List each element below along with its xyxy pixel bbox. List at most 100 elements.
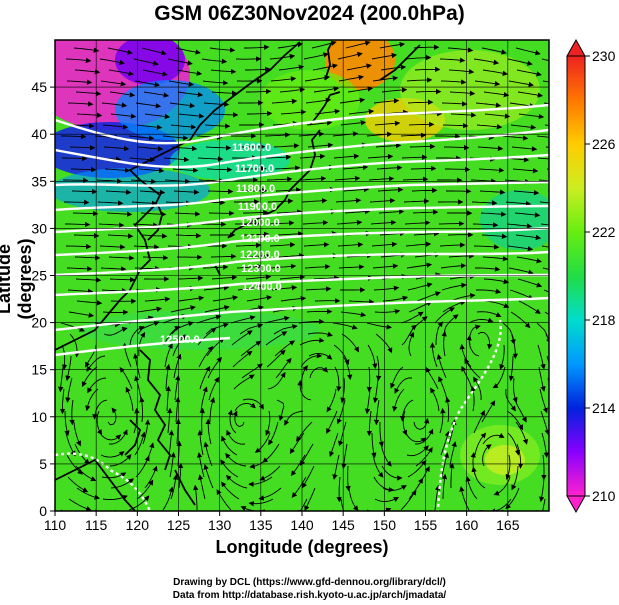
streamline [550, 422, 556, 446]
streamline [548, 507, 549, 511]
streamline [511, 465, 519, 491]
streamline [449, 441, 457, 467]
x-tick-label: 125 [167, 517, 191, 533]
streamline [425, 366, 439, 390]
streamline [493, 476, 511, 496]
streamline [133, 407, 140, 434]
streamline [313, 275, 340, 281]
streamline [541, 432, 549, 458]
streamline [333, 344, 350, 366]
streamline [508, 267, 534, 275]
streamline [169, 451, 176, 478]
streamline [96, 410, 103, 436]
streamline [203, 101, 230, 108]
streamline [265, 154, 292, 160]
streamline [301, 197, 328, 204]
streamline [205, 418, 212, 445]
streamline [144, 465, 158, 489]
streamline [484, 300, 510, 308]
streamline [270, 76, 297, 82]
streamline [133, 58, 159, 66]
y-tick-label: 0 [39, 503, 47, 519]
streamline [338, 421, 347, 447]
streamline [136, 306, 163, 313]
streamline [69, 399, 75, 426]
streamline [508, 355, 515, 382]
streamline [168, 80, 195, 87]
streamline [471, 200, 498, 206]
streamline [507, 432, 521, 456]
streamline [101, 472, 127, 479]
streamline [259, 465, 281, 481]
streamline [407, 282, 433, 291]
x-tick-label: 110 [44, 517, 67, 533]
streamline [248, 476, 273, 487]
streamline [441, 452, 449, 478]
streamline [143, 91, 170, 98]
streamline [141, 47, 167, 56]
streamline [477, 145, 504, 152]
streamline [403, 198, 430, 204]
colorbar-body [566, 55, 586, 497]
x-tick-label: 145 [331, 517, 355, 533]
streamline [364, 388, 371, 415]
y-axis-label: Latitude (degrees) [0, 238, 35, 320]
streamline [299, 498, 308, 511]
streamline [221, 481, 240, 500]
streamline [134, 375, 142, 401]
streamline [515, 234, 542, 241]
streamline [406, 77, 433, 83]
streamline [64, 410, 70, 437]
streamline [199, 365, 211, 390]
contour-label: 11900.0 [238, 201, 277, 213]
streamline [239, 323, 264, 335]
streamline [243, 209, 269, 216]
streamline [344, 208, 371, 215]
streamline [409, 143, 436, 150]
streamline [235, 242, 262, 248]
streamline [68, 498, 92, 511]
streamline [506, 410, 524, 431]
streamline [537, 344, 546, 370]
streamline [374, 120, 401, 127]
streamline [400, 489, 417, 511]
streamline [265, 331, 288, 346]
streamline [296, 421, 313, 442]
streamline [265, 410, 271, 436]
geopotential-contours [55, 103, 549, 511]
streamline [406, 262, 433, 269]
streamline [477, 331, 493, 350]
streamline [66, 454, 83, 475]
streamline [402, 410, 408, 436]
streamline [475, 288, 502, 294]
streamline [107, 233, 134, 239]
streamline [176, 69, 203, 76]
streamline [65, 377, 73, 403]
streamline [340, 311, 367, 318]
streamline [62, 155, 88, 162]
streamline [518, 300, 541, 314]
y-tick-label: 10 [31, 409, 47, 425]
y-tick-label: 25 [31, 268, 47, 284]
streamline [332, 131, 359, 137]
streamline [415, 447, 433, 467]
streamline [206, 337, 225, 357]
streamline [142, 69, 168, 77]
streamline [202, 264, 229, 270]
streamline [517, 278, 543, 288]
streamline [476, 124, 503, 130]
streamline [236, 263, 263, 270]
streamline [269, 242, 296, 248]
streamline [209, 47, 236, 53]
streamline [307, 331, 333, 337]
streamline [107, 47, 133, 55]
y-tick-label: 20 [31, 315, 47, 331]
streamline [342, 355, 353, 381]
streamline [244, 253, 271, 259]
x-axis-ticks: 110 115 120 125 130 135 140 145 150 155 160 165 [44, 511, 520, 533]
streamline [505, 388, 516, 412]
streamline [474, 432, 487, 456]
streamline [340, 377, 346, 404]
streamline [232, 410, 245, 428]
